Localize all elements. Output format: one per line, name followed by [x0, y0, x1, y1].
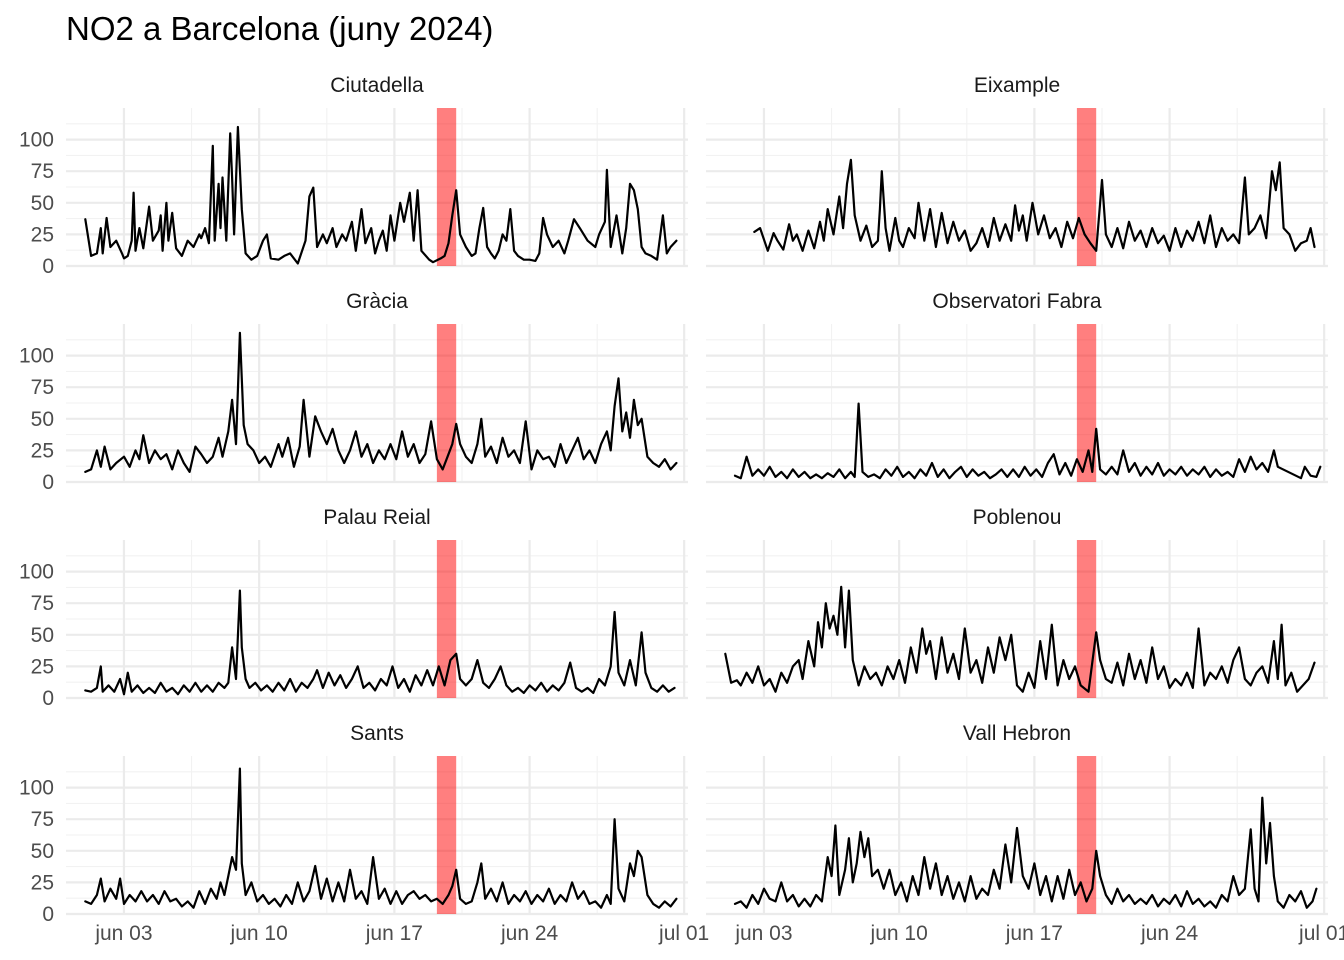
series-line	[733, 402, 1322, 480]
y-tick-label: 75	[31, 592, 54, 615]
y-tick-label: 25	[31, 439, 54, 462]
x-tick-label: jun 10	[230, 922, 288, 945]
facet-strip-label: Vall Hebron	[963, 722, 1071, 745]
y-tick-label: 100	[19, 777, 54, 800]
x-tick-label: jul 01	[658, 922, 709, 945]
y-tick-label: 25	[31, 655, 54, 678]
facet-strip-label: Observatori Fabra	[932, 290, 1102, 313]
x-tick-label: jun 17	[365, 922, 423, 945]
facet-strip-label: Poblenou	[973, 506, 1062, 529]
highlight-band	[1076, 540, 1097, 698]
series-line	[84, 331, 678, 473]
highlight-band	[436, 756, 457, 914]
x-tick-label: jun 17	[1005, 922, 1063, 945]
x-tick-label: jul 01	[1298, 922, 1344, 945]
facet-panel: Vall Hebron jun 03 jun 10 jun 17 jun 24 jul 0…	[706, 722, 1344, 945]
facet-panel: Palau Reial 0 25 50 75 100	[19, 506, 688, 710]
facet-panel: Eixample	[706, 74, 1328, 268]
series-line	[84, 125, 678, 265]
series-line	[733, 796, 1318, 909]
y-tick-label: 100	[19, 345, 54, 368]
y-tick-label: 75	[31, 160, 54, 183]
y-tick-label: 50	[31, 408, 54, 431]
y-tick-label: 25	[31, 223, 54, 246]
y-tick-label: 75	[31, 808, 54, 831]
facet-strip-label: Sants	[350, 722, 404, 745]
y-tick-label: 0	[42, 903, 54, 926]
highlight-band	[1076, 108, 1097, 266]
facet-panel: Observatori Fabra	[706, 290, 1328, 484]
series-line	[724, 585, 1316, 693]
highlight-band	[436, 324, 457, 482]
x-tick-label: jun 03	[94, 922, 152, 945]
facet-panel: Ciutadella 0 25 50 75 100	[19, 74, 688, 278]
y-tick-label: 50	[31, 192, 54, 215]
x-tick-label: jun 10	[870, 922, 928, 945]
facet-strip-label: Palau Reial	[323, 506, 430, 529]
x-tick-label: jun 03	[734, 922, 792, 945]
highlight-band	[436, 108, 457, 266]
series-line	[84, 589, 676, 696]
x-tick-label: jun 24	[500, 922, 559, 945]
chart-title: NO2 a Barcelona (juny 2024)	[66, 10, 493, 47]
highlight-band	[1076, 324, 1097, 482]
facet-strip-label: Gràcia	[346, 290, 408, 313]
highlight-band	[1076, 756, 1097, 914]
facet-strip-label: Ciutadella	[330, 74, 424, 97]
y-tick-label: 100	[19, 129, 54, 152]
x-tick-label: jun 24	[1140, 922, 1199, 945]
y-tick-label: 50	[31, 624, 54, 647]
y-tick-label: 0	[42, 471, 54, 494]
series-line	[753, 158, 1316, 252]
facet-panel: Sants 0 25 50 75 100 jun 03 jun 10 jun 17 jun 24 j…	[19, 722, 709, 945]
y-tick-label: 0	[42, 255, 54, 278]
y-tick-label: 25	[31, 871, 54, 894]
y-tick-label: 100	[19, 561, 54, 584]
facet-strip-label: Eixample	[974, 74, 1060, 97]
y-tick-label: 50	[31, 840, 54, 863]
facet-panel: Poblenou	[706, 506, 1328, 700]
y-tick-label: 0	[42, 687, 54, 710]
series-line	[84, 767, 678, 909]
facet-panel: Gràcia 0 25 50 75 100	[19, 290, 688, 494]
y-tick-label: 75	[31, 376, 54, 399]
